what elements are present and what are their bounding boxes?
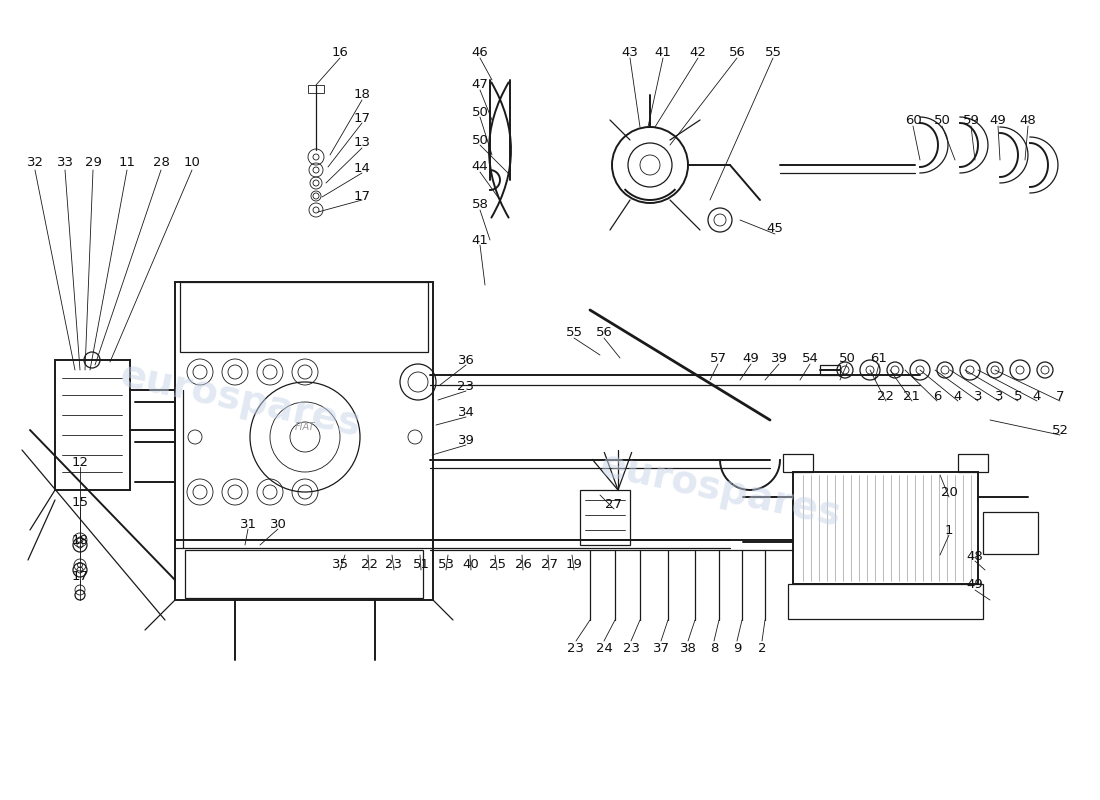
Text: 52: 52 (1052, 423, 1068, 437)
Text: 59: 59 (962, 114, 979, 126)
Text: 54: 54 (802, 351, 818, 365)
Text: 34: 34 (458, 406, 474, 418)
Text: 49: 49 (742, 351, 759, 365)
Bar (308, 85, 324, 93)
Text: 55: 55 (764, 46, 781, 58)
Text: 11: 11 (119, 155, 135, 169)
Text: 16: 16 (331, 46, 349, 58)
Text: 61: 61 (870, 351, 888, 365)
Text: 29: 29 (85, 155, 101, 169)
Text: FIAT: FIAT (295, 422, 316, 432)
Bar (55, 360, 130, 490)
Text: 7: 7 (1056, 390, 1065, 402)
Text: 25: 25 (488, 558, 506, 571)
Text: 39: 39 (771, 351, 788, 365)
Bar (958, 454, 988, 472)
Text: 12: 12 (72, 455, 88, 469)
Text: 48: 48 (1020, 114, 1036, 126)
Bar (185, 550, 424, 598)
Text: 57: 57 (710, 351, 726, 365)
Text: 4: 4 (954, 390, 962, 402)
Text: 38: 38 (680, 642, 696, 654)
Text: 30: 30 (270, 518, 286, 530)
Text: 43: 43 (621, 46, 638, 58)
Text: 45: 45 (767, 222, 783, 234)
Text: 19: 19 (565, 558, 582, 571)
Text: 3: 3 (974, 390, 982, 402)
Text: 44: 44 (472, 161, 488, 174)
Text: 55: 55 (565, 326, 583, 338)
Bar (788, 584, 983, 619)
Text: 13: 13 (353, 137, 371, 150)
Bar (820, 365, 840, 375)
Text: 35: 35 (331, 558, 349, 571)
Text: 40: 40 (463, 558, 480, 571)
Text: 36: 36 (458, 354, 474, 366)
Text: 50: 50 (838, 351, 856, 365)
Text: 22: 22 (361, 558, 377, 571)
Text: 31: 31 (240, 518, 256, 530)
Text: 1: 1 (945, 523, 954, 537)
Bar (580, 490, 630, 545)
Text: 4: 4 (1033, 390, 1042, 402)
Text: 2: 2 (758, 642, 767, 654)
Text: 47: 47 (472, 78, 488, 91)
Text: 60: 60 (904, 114, 922, 126)
Text: eurospares: eurospares (596, 446, 844, 534)
Text: 17: 17 (72, 570, 88, 582)
Text: 23: 23 (568, 642, 584, 654)
Text: 58: 58 (472, 198, 488, 211)
Text: 50: 50 (472, 106, 488, 118)
Text: 41: 41 (472, 234, 488, 246)
Text: 41: 41 (654, 46, 671, 58)
Text: 49: 49 (967, 578, 983, 591)
Text: 23: 23 (623, 642, 639, 654)
Text: 56: 56 (728, 46, 746, 58)
Text: 10: 10 (184, 155, 200, 169)
Text: 24: 24 (595, 642, 613, 654)
Bar (783, 454, 813, 472)
Bar (983, 512, 1038, 554)
Text: 6: 6 (933, 390, 942, 402)
Text: 5: 5 (1014, 390, 1022, 402)
Text: 9: 9 (733, 642, 741, 654)
Text: 3: 3 (994, 390, 1003, 402)
Text: 15: 15 (72, 495, 88, 509)
Text: 17: 17 (353, 111, 371, 125)
Text: 17: 17 (353, 190, 371, 202)
Text: 22: 22 (878, 390, 894, 402)
Text: 46: 46 (472, 46, 488, 58)
Bar (180, 282, 428, 352)
Text: 37: 37 (652, 642, 670, 654)
Bar (793, 472, 978, 584)
Text: 51: 51 (412, 558, 429, 571)
Text: 8: 8 (710, 642, 718, 654)
Text: 42: 42 (690, 46, 706, 58)
Text: 20: 20 (940, 486, 957, 498)
Text: 21: 21 (903, 390, 921, 402)
Text: 27: 27 (540, 558, 558, 571)
Text: 23: 23 (458, 379, 474, 393)
Text: 53: 53 (438, 558, 454, 571)
Text: eurospares: eurospares (116, 356, 364, 444)
Text: 48: 48 (967, 550, 983, 562)
Text: 49: 49 (990, 114, 1006, 126)
Text: 28: 28 (153, 155, 169, 169)
Text: 50: 50 (472, 134, 488, 146)
Text: 33: 33 (56, 155, 74, 169)
Text: 27: 27 (605, 498, 623, 510)
Text: 18: 18 (72, 534, 88, 546)
Bar (175, 282, 433, 600)
Text: 32: 32 (26, 155, 44, 169)
Text: 23: 23 (385, 558, 403, 571)
Text: 56: 56 (595, 326, 613, 338)
Text: 50: 50 (934, 114, 950, 126)
Text: 39: 39 (458, 434, 474, 446)
Text: 14: 14 (353, 162, 371, 174)
Text: 26: 26 (515, 558, 531, 571)
Text: 18: 18 (353, 89, 371, 102)
